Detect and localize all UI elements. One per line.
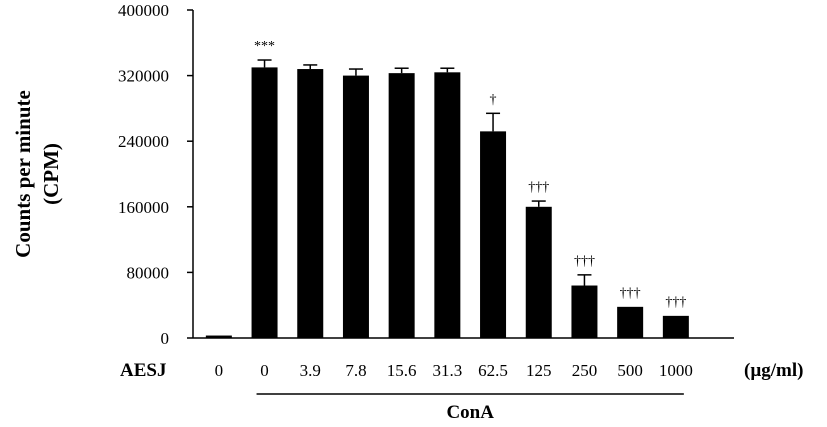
row-label-aesj: AESJ bbox=[120, 360, 166, 381]
unit-label: (µg/ml) bbox=[744, 360, 804, 381]
bar bbox=[205, 335, 232, 338]
bar bbox=[342, 75, 369, 338]
bars: ***††††††††††††† bbox=[205, 39, 689, 339]
significance-annotation: ††† bbox=[620, 286, 641, 301]
significance-annotation: ††† bbox=[528, 180, 549, 195]
y-axis-label: Counts per minute (CPM) bbox=[11, 90, 63, 258]
significance-annotation: ††† bbox=[665, 295, 686, 310]
y-axis-title-line: Counts per minute bbox=[11, 90, 35, 258]
significance-annotation: *** bbox=[254, 39, 275, 54]
conA-group-label: ConA bbox=[446, 402, 494, 423]
x-category-label: 1000 bbox=[659, 361, 693, 380]
x-category-label: 125 bbox=[526, 361, 552, 380]
y-tick-label: 0 bbox=[161, 329, 170, 348]
bar bbox=[434, 72, 461, 338]
significance-annotation: † bbox=[490, 92, 497, 107]
y-tick-label: 80000 bbox=[127, 263, 170, 282]
bar bbox=[388, 73, 415, 338]
x-category-label: 15.6 bbox=[387, 361, 417, 380]
x-category-label: 7.8 bbox=[345, 361, 366, 380]
bar bbox=[617, 306, 644, 338]
y-tick-label: 400000 bbox=[118, 1, 169, 20]
x-category-label: 0 bbox=[260, 361, 269, 380]
x-category-label: 3.9 bbox=[300, 361, 321, 380]
bar bbox=[297, 69, 324, 338]
x-category-label: 62.5 bbox=[478, 361, 508, 380]
significance-annotation: ††† bbox=[574, 254, 595, 269]
y-axis: 0 80000 160000 240000 320000 400000 bbox=[118, 1, 734, 348]
x-category-label: 0 bbox=[215, 361, 224, 380]
x-category-label: 250 bbox=[572, 361, 598, 380]
x-category-label: 500 bbox=[617, 361, 643, 380]
y-axis-title-line: (CPM) bbox=[39, 143, 63, 205]
bar bbox=[251, 67, 278, 339]
x-axis-labels: AESJ 0 0 3.9 7.8 15.6 31.3 62.5 125 250 500 1000 (µg… bbox=[120, 360, 804, 381]
bar bbox=[525, 206, 552, 338]
bar bbox=[480, 131, 507, 338]
x-category-label: 31.3 bbox=[432, 361, 462, 380]
y-tick-label: 320000 bbox=[118, 67, 169, 86]
y-tick-label: 160000 bbox=[118, 198, 169, 217]
y-tick-label: 240000 bbox=[118, 132, 169, 151]
bar bbox=[662, 315, 689, 338]
bar bbox=[571, 285, 598, 338]
